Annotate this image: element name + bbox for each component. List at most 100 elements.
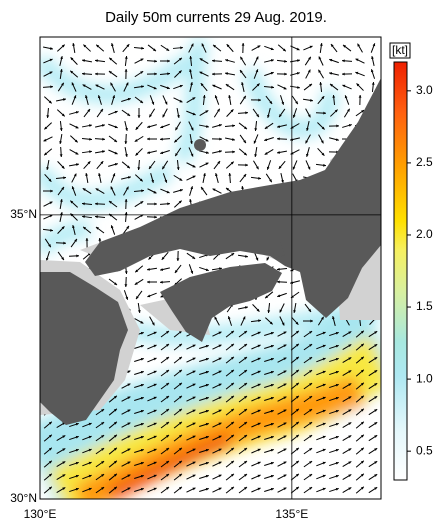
arrow-head (192, 409, 196, 413)
arrow-head (283, 422, 287, 426)
arrow-head (127, 448, 131, 452)
arrow-head (141, 46, 144, 50)
arrow-head (166, 86, 170, 90)
arrow-head (335, 331, 339, 335)
arrow-head (127, 383, 131, 387)
arrow-head (125, 296, 129, 300)
arrow-head (140, 71, 144, 74)
arrow-head (101, 474, 105, 477)
arrow-head (281, 179, 284, 183)
arrow-head (335, 344, 339, 348)
arrow-head (113, 421, 117, 425)
arrow-head (205, 357, 209, 361)
arrow-head (199, 58, 203, 61)
arrow-head (88, 422, 92, 426)
arrow-head (190, 82, 193, 86)
arrow-head (147, 151, 151, 154)
arrow-head (374, 344, 378, 347)
arrow-head (360, 356, 364, 360)
arrow-head (160, 268, 164, 271)
arrow-head (63, 176, 66, 180)
arrow-head (153, 331, 157, 335)
arrow-head (255, 69, 259, 73)
arrow-head (335, 461, 339, 465)
arrow-head (140, 474, 144, 478)
arrow-head (360, 434, 364, 438)
arrow-head (126, 165, 130, 169)
arrow-head (135, 126, 139, 130)
arrow-head (88, 461, 92, 465)
arrow-head (140, 331, 144, 335)
arrow-head (293, 310, 297, 313)
arrow-head (44, 152, 48, 156)
arrow-head (200, 83, 204, 87)
arrow-head (265, 295, 269, 299)
arrow-head (49, 214, 53, 218)
arrow-head (218, 396, 222, 400)
arrow-head (374, 461, 378, 464)
arrow-head (335, 370, 339, 374)
arrow-head (257, 331, 261, 335)
arrow-head (320, 140, 324, 144)
arrow-head (48, 460, 52, 464)
arrow-head (218, 150, 222, 153)
arrow-head (309, 357, 313, 360)
arrow-head (72, 43, 76, 46)
arrow-head (61, 82, 64, 86)
arrow-head (110, 186, 114, 190)
arrow-head (348, 435, 352, 439)
arrow-head (230, 356, 234, 360)
arrow-head (74, 238, 77, 242)
arrow-head (125, 186, 129, 190)
arrow-head (75, 435, 79, 439)
arrow-head (112, 95, 116, 99)
arrow-head (113, 408, 117, 412)
arrow-head (96, 44, 100, 48)
arrow-head (192, 357, 196, 361)
arrow-head (283, 461, 287, 465)
arrow-head (113, 447, 117, 451)
arrow-head (124, 271, 128, 274)
arrow-head (166, 448, 170, 451)
arrow-head (279, 114, 282, 118)
arrow-head (342, 72, 345, 76)
arrow-head (335, 422, 339, 426)
colorbar-tick-label: 3.0 (416, 83, 433, 97)
arrow-head (98, 173, 101, 176)
arrow-head (141, 85, 144, 89)
arrow-head (358, 95, 362, 98)
arrow-head (48, 421, 52, 425)
arrow-head (278, 165, 282, 169)
arrow-head (124, 141, 128, 144)
arrow-head (126, 44, 130, 48)
arrow-head (113, 395, 117, 399)
arrow-head (347, 108, 350, 112)
arrow-head (257, 409, 261, 413)
arrow-head (332, 316, 335, 320)
arrow-head (360, 408, 364, 412)
arrow-head (147, 125, 151, 129)
arrow-head (319, 43, 323, 46)
arrow-head (102, 150, 105, 154)
arrow-head (166, 383, 170, 386)
arrow-head (114, 125, 118, 129)
arrow-head (214, 316, 218, 320)
arrow-head (174, 269, 178, 273)
arrow-head (50, 47, 53, 50)
arrow-head (281, 101, 285, 105)
arrow-head (202, 95, 206, 98)
arrow-head (231, 253, 235, 256)
arrow-head (71, 82, 75, 86)
arrow-head (270, 383, 274, 387)
arrow-head (335, 435, 339, 439)
arrow-head (284, 59, 287, 63)
arrow-head (174, 139, 178, 143)
arrow-head (218, 448, 222, 452)
arrow-head (61, 44, 65, 48)
arrow-head (178, 473, 182, 477)
arrow-head (178, 343, 182, 347)
arrow-head (75, 151, 79, 155)
arrow-head (244, 330, 247, 334)
arrow-head (178, 447, 182, 451)
